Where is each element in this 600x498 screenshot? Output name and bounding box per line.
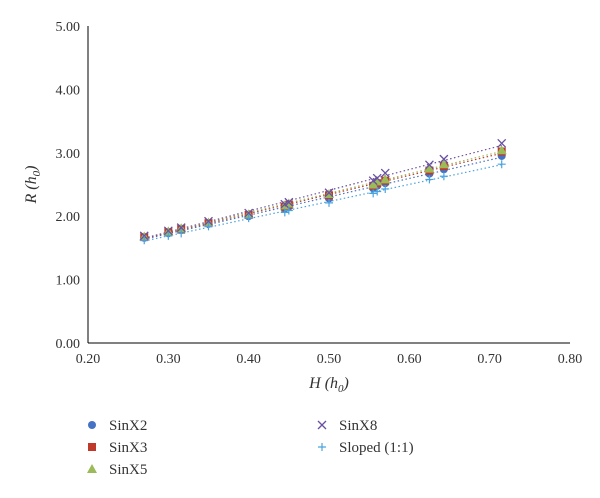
legend-item: SinX8 — [317, 418, 377, 434]
x-axis-title: H (h0) — [308, 375, 349, 395]
x-axis-title-main: H ( — [308, 375, 332, 392]
data-point — [204, 222, 213, 231]
x-axis-title-sub-h: h — [330, 375, 338, 392]
legend-marker — [318, 443, 326, 451]
y-tick-labels: 0.00 1.00 2.00 3.00 4.00 5.00 — [56, 20, 81, 352]
data-point — [163, 226, 173, 236]
x-tick-label: 0.40 — [236, 352, 261, 367]
x-tick-label: 0.70 — [477, 352, 502, 367]
legend: SinX2 SinX3 SinX5 SinX8 Sloped (1:1) — [87, 418, 414, 478]
data-point — [177, 229, 186, 238]
data-point — [325, 198, 333, 207]
legend-label: SinX3 — [109, 440, 147, 456]
axes: 0.20 0.30 0.40 0.50 0.60 0.70 0.80 0.00 1.00 2.0… — [56, 20, 583, 367]
data-point — [373, 187, 382, 196]
y-tick-label: 3.00 — [56, 147, 81, 162]
y-tick-label: 5.00 — [56, 20, 81, 35]
data-point — [497, 160, 506, 169]
data-point — [425, 175, 434, 184]
legend-item: SinX2 — [88, 418, 147, 434]
trendline — [144, 150, 502, 239]
x-tick-label: 0.20 — [76, 352, 101, 367]
data-point — [244, 214, 253, 223]
data-point — [139, 231, 149, 241]
legend-label: SinX5 — [109, 462, 147, 478]
y-axis-title-close: ) — [23, 166, 40, 172]
x-tick-label: 0.60 — [397, 352, 422, 367]
data-point — [284, 197, 294, 207]
data-point — [380, 174, 391, 184]
data-point — [369, 189, 378, 198]
legend-item: SinX5 — [87, 462, 147, 478]
legend-marker — [87, 464, 97, 473]
data-point — [497, 138, 507, 148]
legend-label: Sloped (1:1) — [339, 440, 414, 456]
y-axis-title-main: R ( — [23, 183, 40, 205]
data-point — [324, 188, 334, 198]
data-point — [372, 173, 382, 183]
y-axis-title: R (h0) — [23, 166, 43, 205]
y-axis-title-sub: 0 — [31, 170, 43, 176]
data-point — [368, 176, 378, 186]
x-tick-label: 0.30 — [156, 352, 181, 367]
data-point — [140, 236, 149, 245]
y-tick-label: 2.00 — [56, 210, 81, 225]
data-point — [244, 208, 254, 218]
x-axis-title-sub: 0 — [338, 383, 344, 395]
data-point — [439, 172, 448, 181]
y-tick-label: 0.00 — [56, 337, 81, 352]
legend-item: SinX3 — [88, 440, 147, 456]
x-axis-title-close: ) — [343, 375, 349, 392]
y-tick-label: 1.00 — [56, 274, 81, 289]
data-point — [280, 208, 289, 217]
trendline — [144, 156, 502, 240]
data-point — [381, 184, 390, 193]
data-point — [176, 223, 186, 233]
data-point — [438, 159, 449, 169]
x-tick-labels: 0.20 0.30 0.40 0.50 0.60 0.70 0.80 — [76, 352, 583, 367]
legend-marker — [88, 421, 96, 429]
y-axis-title-sub-h: h — [23, 176, 40, 184]
data-point — [204, 216, 213, 226]
legend-marker — [88, 443, 96, 451]
trendlines — [144, 144, 502, 242]
x-tick-label: 0.80 — [558, 352, 583, 367]
trendline — [144, 152, 502, 240]
x-tick-label: 0.50 — [317, 352, 342, 367]
legend-item: Sloped (1:1) — [318, 440, 414, 456]
legend-label: SinX8 — [339, 418, 377, 434]
trendline — [144, 164, 502, 242]
data-point — [284, 206, 293, 215]
data-point — [424, 163, 435, 173]
data-point — [380, 168, 390, 178]
data-point — [496, 145, 507, 155]
data-point — [424, 160, 434, 170]
data-point — [164, 231, 173, 240]
trendline — [144, 144, 502, 239]
data-markers — [139, 138, 507, 245]
data-point — [439, 154, 449, 164]
y-tick-label: 4.00 — [56, 83, 81, 98]
legend-label: SinX2 — [109, 418, 147, 434]
legend-marker — [317, 420, 327, 430]
